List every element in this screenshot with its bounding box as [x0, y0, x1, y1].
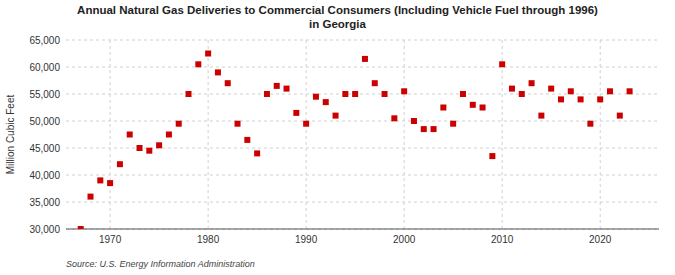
- point: [313, 94, 319, 100]
- point: [489, 153, 495, 159]
- point: [440, 105, 446, 111]
- point: [78, 226, 84, 229]
- point: [558, 96, 564, 102]
- y-grid-line: [66, 229, 659, 230]
- y-grid-line: [66, 148, 659, 149]
- point: [235, 121, 241, 127]
- chart: Annual Natural Gas Deliveries to Commerc…: [0, 0, 675, 275]
- point: [274, 83, 280, 89]
- x-grid-line: [600, 40, 601, 229]
- point: [303, 121, 309, 127]
- y-tick-label: 40,000: [29, 170, 60, 181]
- y-tick-label: 50,000: [29, 116, 60, 127]
- point: [362, 56, 368, 62]
- y-tick-label: 30,000: [29, 224, 60, 235]
- title: Annual Natural Gas Deliveries to Commerc…: [77, 4, 598, 30]
- point: [421, 126, 427, 132]
- x-tick-label: 1970: [99, 234, 122, 245]
- y-grid-line: [66, 67, 659, 68]
- point: [529, 80, 535, 86]
- point: [411, 118, 417, 124]
- point: [97, 177, 103, 183]
- point: [342, 91, 348, 97]
- point: [470, 102, 476, 108]
- point: [284, 86, 290, 92]
- point: [254, 150, 260, 156]
- point: [146, 148, 152, 154]
- y-tick-label: 45,000: [29, 143, 60, 154]
- y-grid-line: [66, 121, 659, 122]
- x-tick-label: 1990: [295, 234, 318, 245]
- point: [195, 61, 201, 67]
- point: [627, 88, 633, 94]
- point: [137, 145, 143, 151]
- x-grid-line: [208, 40, 209, 229]
- point: [607, 88, 613, 94]
- point: [225, 80, 231, 86]
- points: [78, 51, 633, 230]
- y-grid-line: [66, 40, 659, 41]
- x-tick-label: 1980: [197, 234, 220, 245]
- point: [176, 121, 182, 127]
- y-tick-label: 55,000: [29, 89, 60, 100]
- point: [215, 69, 221, 75]
- point: [264, 91, 270, 97]
- point: [88, 194, 94, 200]
- point: [509, 86, 515, 92]
- x-grid-line: [110, 40, 111, 229]
- grid: [66, 40, 659, 229]
- point: [372, 80, 378, 86]
- point: [597, 96, 603, 102]
- point: [186, 91, 192, 97]
- title-line: Annual Natural Gas Deliveries to Commerc…: [77, 4, 598, 16]
- point: [382, 91, 388, 97]
- point: [117, 161, 123, 167]
- point: [519, 91, 525, 97]
- point: [450, 121, 456, 127]
- point: [460, 91, 466, 97]
- point: [548, 86, 554, 92]
- x-tick-label: 2000: [393, 234, 416, 245]
- point: [431, 126, 437, 132]
- point: [578, 96, 584, 102]
- x-axis-line: [66, 229, 659, 230]
- x-grid-line: [404, 40, 405, 229]
- title-line: in Georgia: [309, 18, 366, 30]
- x-tick-label: 2010: [491, 234, 514, 245]
- point: [205, 51, 211, 57]
- point: [480, 105, 486, 111]
- x-tick-label: 2020: [589, 234, 612, 245]
- y-tick-label: 35,000: [29, 197, 60, 208]
- x-grid-line: [306, 40, 307, 229]
- point: [352, 91, 358, 97]
- x-grid-line: [502, 40, 503, 229]
- point: [107, 180, 113, 186]
- source-note: Source: U.S. Energy Information Administ…: [66, 259, 255, 269]
- point: [617, 113, 623, 119]
- point: [244, 137, 250, 143]
- y-axis-label: Million Cubic Feet: [5, 95, 16, 175]
- point: [156, 142, 162, 148]
- point: [401, 88, 407, 94]
- point: [568, 88, 574, 94]
- point: [538, 113, 544, 119]
- point: [587, 121, 593, 127]
- y-grid-line: [66, 175, 659, 176]
- y-grid-line: [66, 202, 659, 203]
- y-tick-label: 65,000: [29, 35, 60, 46]
- point: [391, 115, 397, 121]
- point: [127, 132, 133, 138]
- point: [323, 99, 329, 105]
- point: [166, 132, 172, 138]
- y-tick-label: 60,000: [29, 62, 60, 73]
- point: [293, 110, 299, 116]
- point: [499, 61, 505, 67]
- point: [333, 113, 339, 119]
